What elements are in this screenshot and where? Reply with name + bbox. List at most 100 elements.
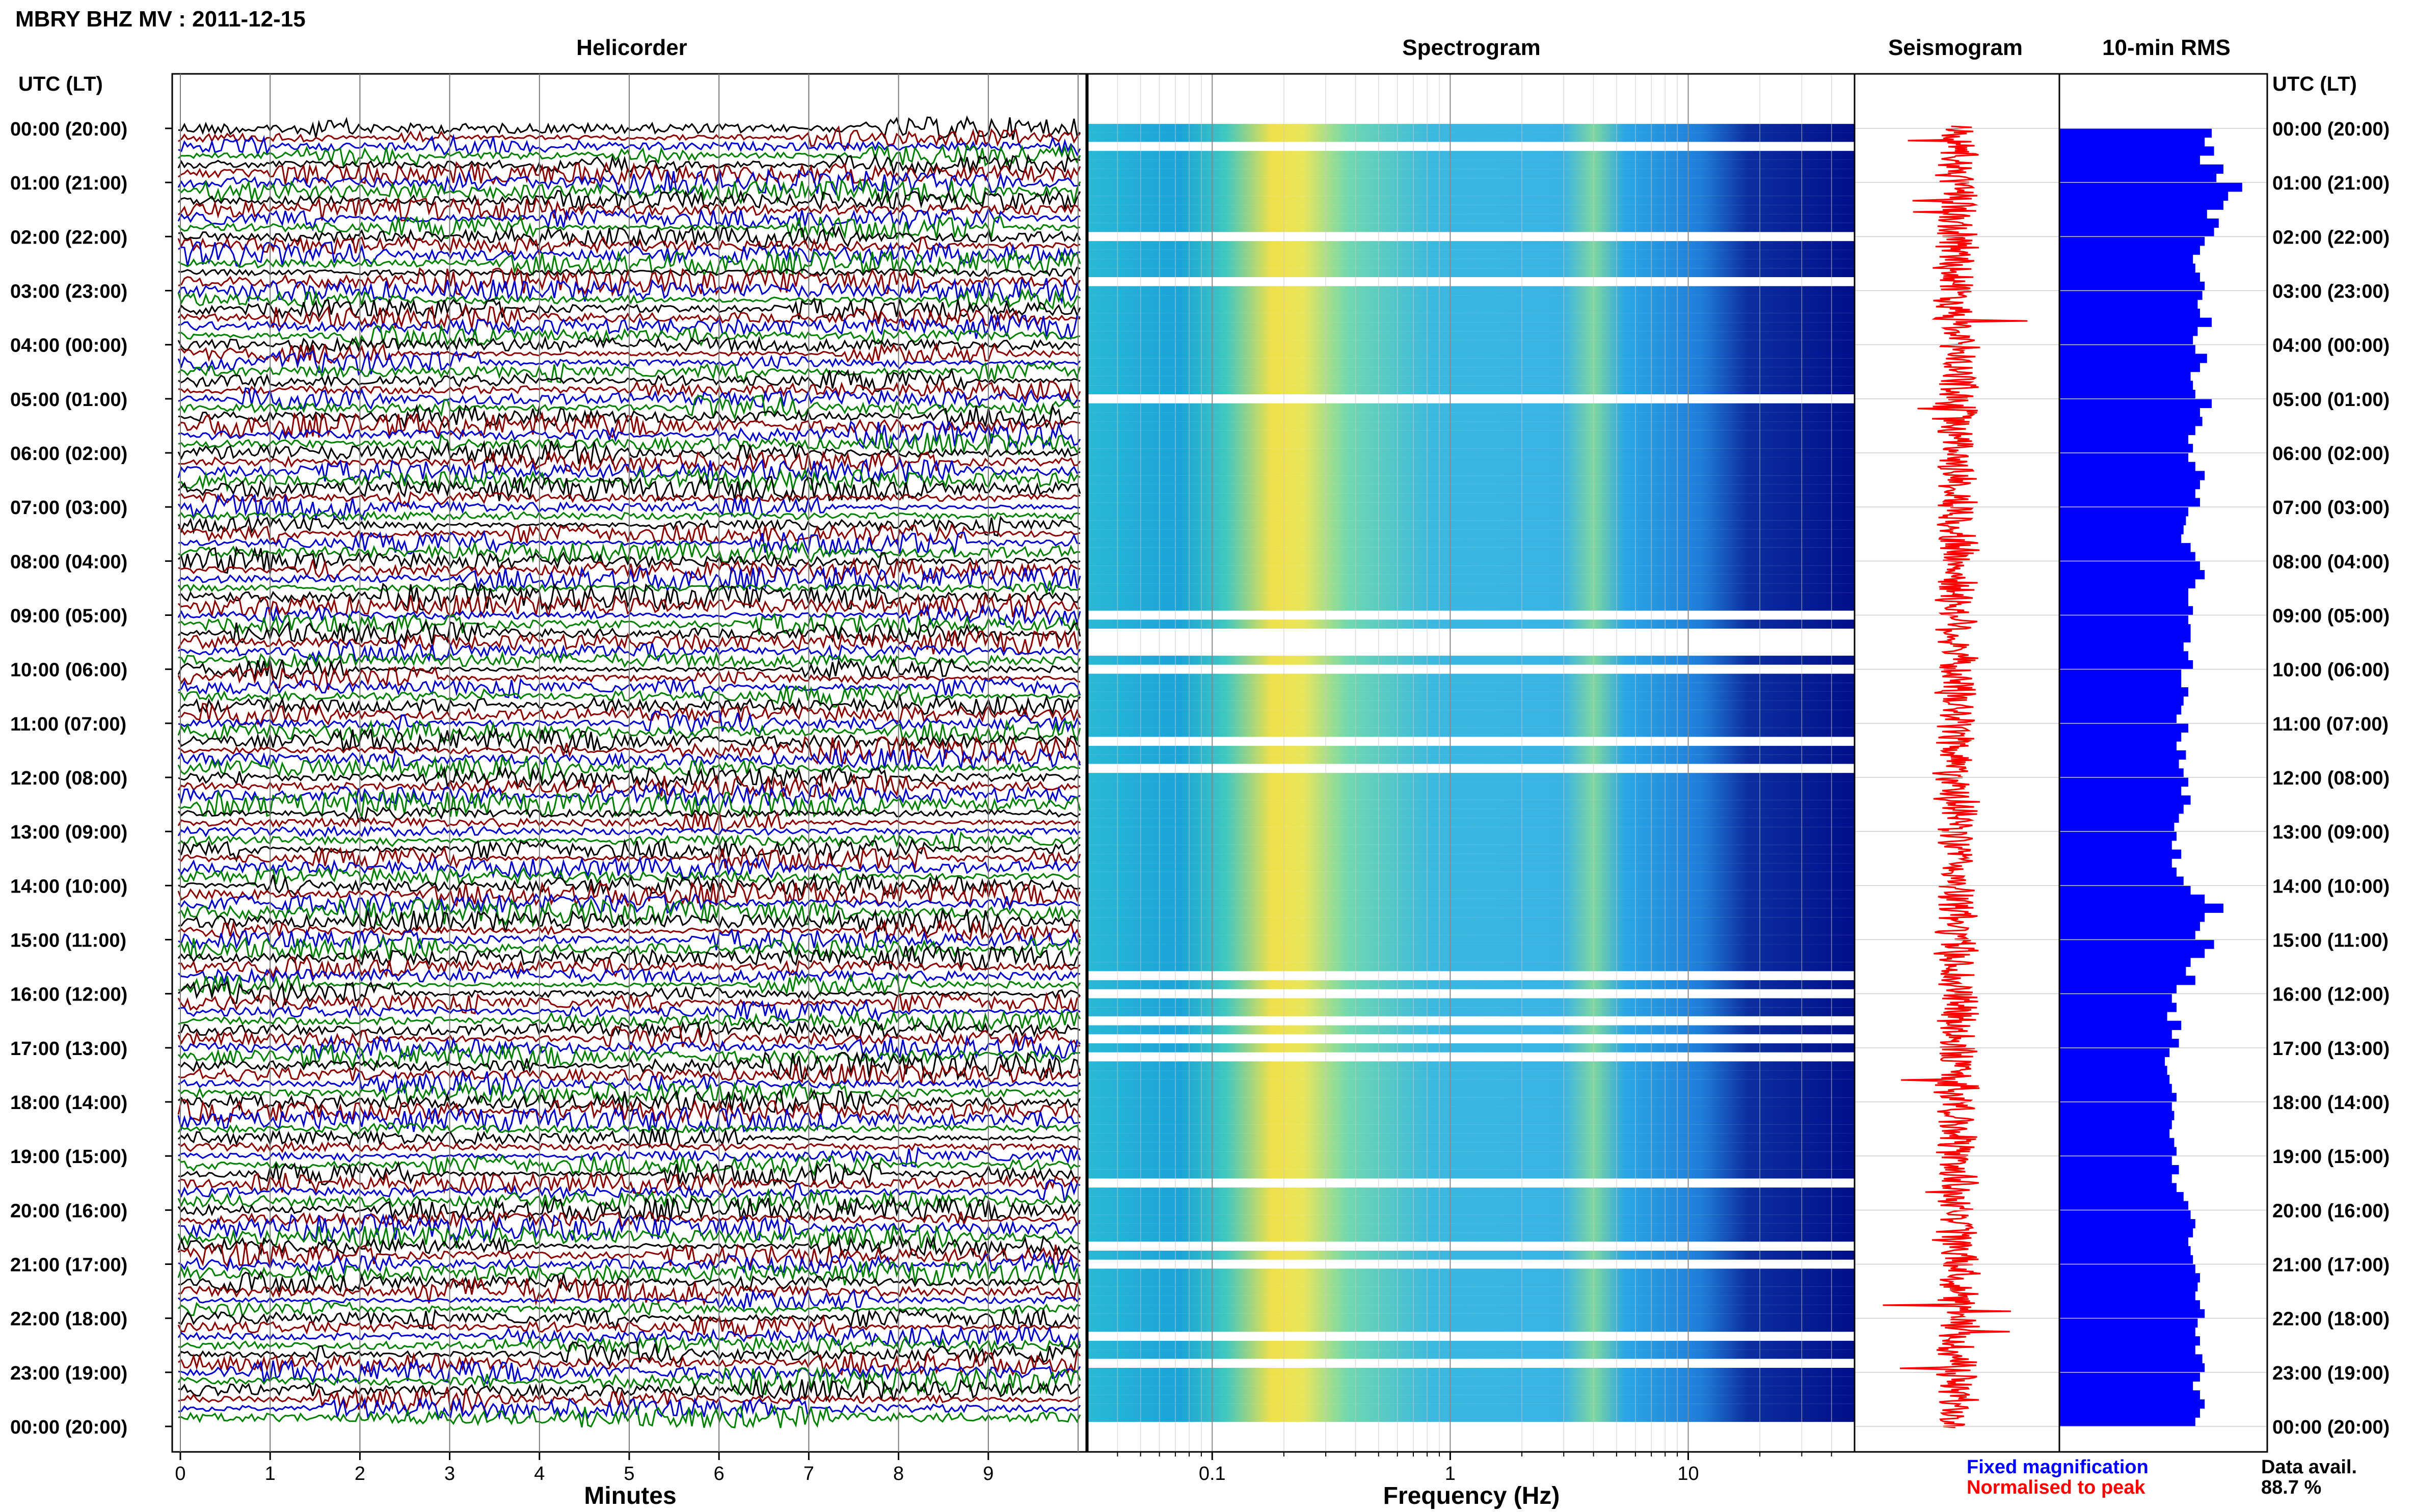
rms-bar: [2059, 957, 2191, 967]
spectrogram-row: [1088, 863, 1855, 872]
rms-bar: [2059, 633, 2191, 643]
time-label-left: 18:00 (14:00): [10, 1092, 127, 1114]
seismogram-heading: Seismogram: [1888, 35, 2023, 60]
rms-bar: [2059, 588, 2188, 598]
spectrogram-row: [1088, 1340, 1855, 1350]
rms-bar: [2059, 417, 2203, 426]
spectrogram-row: [1088, 1386, 1855, 1395]
rms-bar: [2059, 173, 2217, 183]
spectrogram-row: [1088, 1395, 1855, 1404]
spectrogram-row: [1088, 1124, 1855, 1133]
spectrogram-row: [1088, 719, 1855, 728]
legend-normalised-to-peak: Normalised to peak: [1967, 1477, 2145, 1498]
spectrogram-row: [1088, 700, 1855, 710]
time-label-right: 06:00 (02:00): [2272, 443, 2390, 465]
rms-bar: [2059, 1174, 2172, 1183]
time-label-left: 00:00 (20:00): [10, 1417, 127, 1438]
rms-bar: [2059, 552, 2195, 561]
minute-tick-label: 7: [803, 1463, 814, 1484]
time-label-left: 03:00 (23:00): [10, 281, 127, 303]
rms-bar: [2059, 200, 2223, 210]
spectrogram-row: [1088, 881, 1855, 890]
spectrogram-row: [1088, 205, 1855, 214]
seismogram-panel: [1883, 125, 2028, 1428]
spectrogram-row: [1088, 403, 1855, 413]
rms-bar: [2059, 471, 2205, 480]
spectrogram-row: [1088, 250, 1855, 259]
rms-bar: [2059, 777, 2188, 787]
spectrogram-row: [1088, 1278, 1855, 1287]
rms-bar: [2059, 1219, 2195, 1229]
rms-bar: [2059, 371, 2191, 381]
rms-bar: [2059, 254, 2193, 264]
spectrogram-row: [1088, 511, 1855, 521]
rms-bar: [2059, 1003, 2177, 1012]
spectrogram-row: [1088, 1007, 1855, 1016]
rms-bar: [2059, 290, 2203, 300]
time-label-right: 19:00 (15:00): [2272, 1146, 2390, 1168]
rms-bar: [2059, 1237, 2188, 1247]
helicorder-heading: Helicorder: [576, 35, 687, 60]
spectrogram-row: [1088, 998, 1855, 1008]
spectrogram-row: [1088, 917, 1855, 926]
spectrogram-row: [1088, 439, 1855, 449]
rms-bar: [2059, 561, 2200, 571]
time-label-right: 09:00 (05:00): [2272, 606, 2390, 627]
spectrogram-row: [1088, 890, 1855, 899]
minute-tick-label: 4: [534, 1463, 545, 1484]
rms-bar: [2059, 768, 2184, 778]
rms-bar: [2059, 408, 2200, 417]
x-ticks: 0 1 2 3 4 5 6 7 8 9 0.1 1 10: [175, 1452, 1832, 1484]
rms-bar: [2059, 435, 2188, 444]
rms-bar: [2059, 507, 2188, 517]
rms-bar: [2059, 1012, 2167, 1021]
time-label-left: 13:00 (09:00): [10, 822, 127, 843]
rms-bar: [2059, 705, 2182, 715]
rms-bar: [2059, 579, 2195, 588]
spectrogram-row: [1088, 1223, 1855, 1233]
spectrogram-row: [1088, 466, 1855, 476]
spectrogram-row: [1088, 124, 1855, 133]
utc-label-right: UTC (LT): [2272, 73, 2357, 95]
rms-bar: [2059, 227, 2214, 237]
rms-bar: [2059, 642, 2184, 652]
spectrogram-row: [1088, 367, 1855, 376]
rms-bar: [2059, 1066, 2167, 1075]
spectrogram-row: [1088, 899, 1855, 908]
spectrogram-row: [1088, 1313, 1855, 1323]
rms-bar: [2059, 949, 2205, 958]
rms-bar: [2059, 939, 2214, 949]
spectrogram-row: [1088, 1169, 1855, 1179]
spectrogram-row: [1088, 322, 1855, 332]
rms-bar: [2059, 750, 2186, 760]
rms-bar: [2059, 1111, 2175, 1120]
spectrogram-row: [1088, 214, 1855, 223]
time-label-left: 12:00 (08:00): [10, 768, 127, 789]
data-availability-value: 88.7 %: [2261, 1477, 2321, 1498]
rms-bar: [2059, 1246, 2191, 1256]
rms-bar: [2059, 714, 2177, 724]
rms-bar: [2059, 1156, 2172, 1166]
time-label-right: 22:00 (18:00): [2272, 1309, 2390, 1330]
rms-bar: [2059, 795, 2191, 805]
time-label-right: 12:00 (08:00): [2272, 768, 2390, 789]
rms-bar: [2059, 263, 2195, 273]
spectrogram-row: [1088, 1251, 1855, 1260]
rms-bar: [2059, 651, 2188, 661]
spectrogram-row: [1088, 430, 1855, 440]
rms-bar: [2059, 903, 2223, 913]
utc-label-left: UTC (LT): [18, 73, 103, 95]
spectrogram-row: [1088, 502, 1855, 511]
time-label-right: 14:00 (10:00): [2272, 876, 2390, 897]
spectrogram-row: [1088, 340, 1855, 349]
rms-bar: [2059, 912, 2205, 922]
rms-bar: [2059, 1345, 2195, 1355]
time-label-left: 06:00 (02:00): [10, 443, 127, 465]
spectrogram-row: [1088, 241, 1855, 250]
rms-bar: [2059, 858, 2172, 868]
time-label-right: 01:00 (21:00): [2272, 173, 2390, 194]
spectrogram-row: [1088, 781, 1855, 791]
spectrogram-row: [1088, 1115, 1855, 1125]
rms-bar: [2059, 930, 2195, 940]
spectrogram-row: [1088, 691, 1855, 701]
